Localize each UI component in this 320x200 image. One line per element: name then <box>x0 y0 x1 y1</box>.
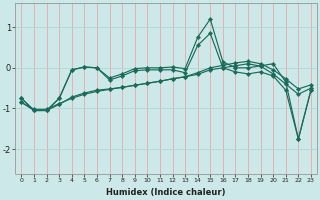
X-axis label: Humidex (Indice chaleur): Humidex (Indice chaleur) <box>107 188 226 197</box>
